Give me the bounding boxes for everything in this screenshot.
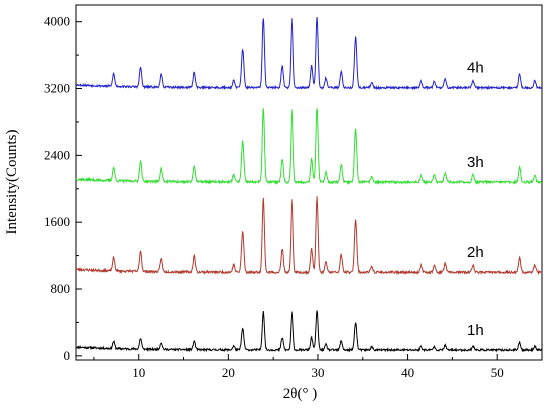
series-line-1h: [75, 310, 543, 353]
y-tick-label: 2400: [44, 147, 70, 162]
x-axis-title: 2θ(° ): [283, 386, 317, 402]
y-tick-label: 1600: [44, 214, 70, 229]
series-label-3h: 3h: [467, 154, 484, 171]
series-label-2h: 2h: [467, 244, 484, 261]
series-line-4h: [75, 16, 543, 91]
y-tick-label: 800: [51, 281, 71, 296]
x-tick-label: 10: [132, 365, 145, 380]
y-tick-label: 4000: [44, 14, 70, 29]
series-label-4h: 4h: [467, 60, 484, 77]
series-line-2h: [75, 196, 543, 276]
x-tick-label: 20: [222, 365, 235, 380]
series-labels: 1h 2h 3h 4h: [467, 60, 484, 339]
y-tick-label: 0: [64, 348, 71, 363]
x-tick-label: 40: [401, 365, 414, 380]
series-line-3h: [75, 108, 543, 186]
x-tick-label: 50: [491, 365, 504, 380]
axes-layer: 10 20 30 40 50 0 800 1600 2400 3200 4000: [44, 14, 543, 380]
x-tick-label: 30: [311, 365, 324, 380]
series-label-1h: 1h: [467, 322, 484, 339]
y-tick-label: 3200: [44, 81, 70, 96]
series-layer: [75, 16, 543, 353]
y-axis-title: Intensity(Counts): [4, 130, 20, 235]
plot-frame: [75, 4, 543, 361]
